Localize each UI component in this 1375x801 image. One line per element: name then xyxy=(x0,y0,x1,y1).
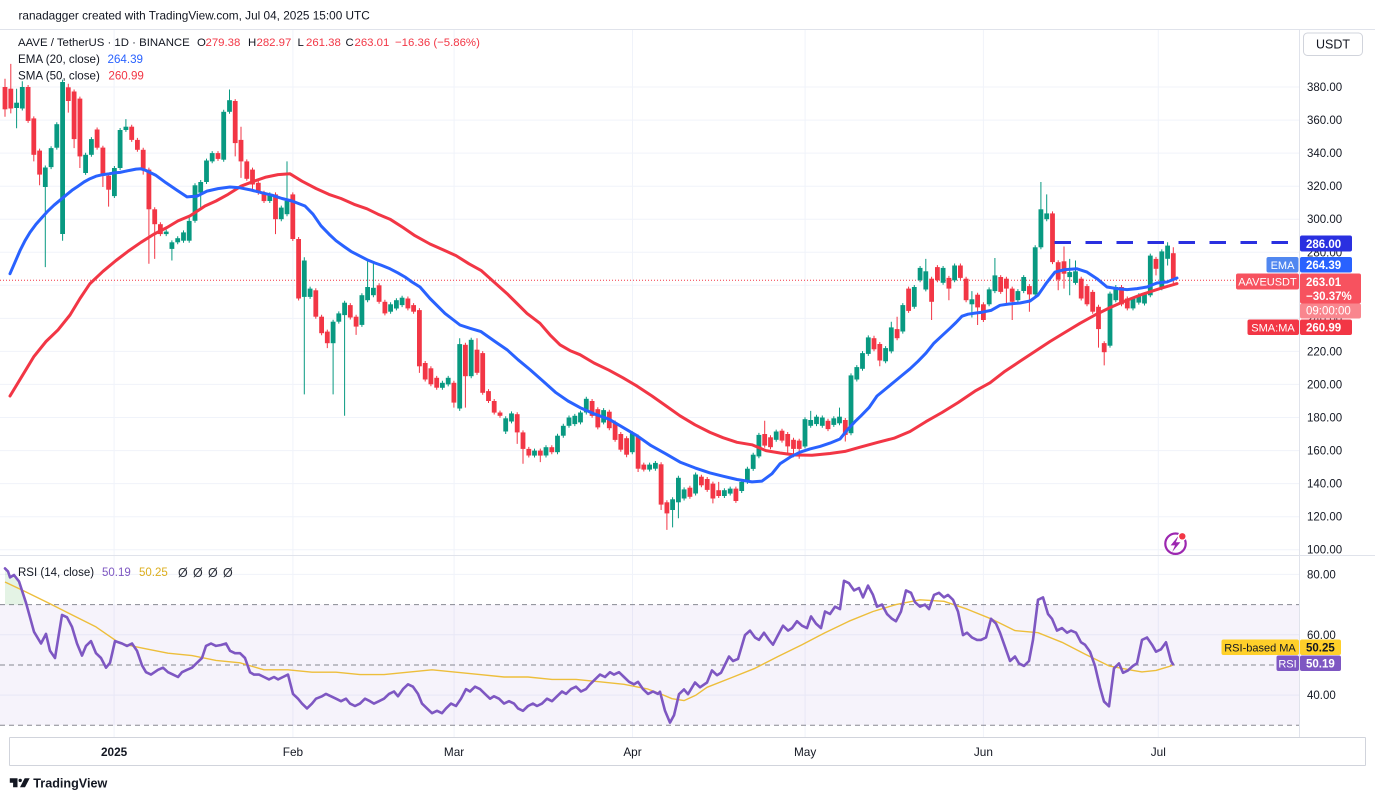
svg-text:263.01: 263.01 xyxy=(355,37,390,49)
svg-text:263.01: 263.01 xyxy=(1306,277,1342,289)
svg-text:100.00: 100.00 xyxy=(1307,545,1342,557)
svg-text:260.99: 260.99 xyxy=(108,70,143,83)
svg-text:Ø: Ø xyxy=(193,566,203,580)
svg-text:380.00: 380.00 xyxy=(1307,82,1342,94)
svg-text:TradingView: TradingView xyxy=(33,777,107,791)
svg-text:Jun: Jun xyxy=(974,745,993,759)
svg-text:340.00: 340.00 xyxy=(1307,148,1342,160)
svg-text:L: L xyxy=(298,37,304,49)
svg-text:120.00: 120.00 xyxy=(1307,512,1342,524)
svg-text:360.00: 360.00 xyxy=(1307,115,1342,127)
svg-text:EMA (20, close): EMA (20, close) xyxy=(18,53,100,66)
svg-text:200.00: 200.00 xyxy=(1307,379,1342,391)
svg-text:RSI: RSI xyxy=(1278,659,1296,671)
svg-text:O: O xyxy=(197,37,206,49)
svg-text:H: H xyxy=(248,37,256,49)
svg-text:RSI-based MA: RSI-based MA xyxy=(1224,643,1296,655)
svg-text:60.00: 60.00 xyxy=(1307,630,1336,642)
svg-text:320.00: 320.00 xyxy=(1307,181,1342,193)
svg-text:SMA (50, close): SMA (50, close) xyxy=(18,70,100,83)
svg-text:USDT: USDT xyxy=(1316,38,1350,52)
svg-text:50.19: 50.19 xyxy=(1306,659,1335,671)
svg-text:140.00: 140.00 xyxy=(1307,479,1342,491)
svg-text:09:00:00: 09:00:00 xyxy=(1306,306,1351,318)
svg-text:Ø: Ø xyxy=(208,566,218,580)
svg-text:50.19: 50.19 xyxy=(102,567,131,579)
svg-text:Jul: Jul xyxy=(1151,745,1166,759)
svg-text:264.39: 264.39 xyxy=(108,53,143,66)
svg-text:EMA: EMA xyxy=(1271,260,1296,272)
svg-text:Feb: Feb xyxy=(283,745,304,759)
svg-text:C: C xyxy=(346,37,354,49)
svg-text:−16.36 (−5.86%): −16.36 (−5.86%) xyxy=(395,37,480,49)
svg-text:40.00: 40.00 xyxy=(1307,690,1336,702)
svg-text:Ø: Ø xyxy=(178,566,188,580)
svg-text:261.38: 261.38 xyxy=(306,37,341,49)
svg-text:Apr: Apr xyxy=(623,745,641,759)
svg-text:−30.37%: −30.37% xyxy=(1306,291,1352,303)
svg-text:Mar: Mar xyxy=(444,745,464,759)
svg-text:80.00: 80.00 xyxy=(1307,569,1336,581)
svg-text:RSI (14, close): RSI (14, close) xyxy=(18,567,94,579)
svg-text:282.97: 282.97 xyxy=(257,37,292,49)
svg-text:50.25: 50.25 xyxy=(1306,643,1335,655)
svg-text:2025: 2025 xyxy=(101,745,128,759)
svg-text:220.00: 220.00 xyxy=(1307,346,1342,358)
svg-text:ranadagger created with Tradin: ranadagger created with TradingView.com,… xyxy=(19,9,371,23)
svg-text:AAVE / TetherUS · 1D · BINANCE: AAVE / TetherUS · 1D · BINANCE xyxy=(18,37,190,49)
svg-text:160.00: 160.00 xyxy=(1307,446,1342,458)
svg-text:264.39: 264.39 xyxy=(1306,260,1341,272)
svg-text:Ø: Ø xyxy=(223,566,233,580)
svg-text:300.00: 300.00 xyxy=(1307,214,1342,226)
svg-text:286.00: 286.00 xyxy=(1306,239,1341,251)
svg-text:SMA:MA: SMA:MA xyxy=(1251,323,1295,335)
svg-text:260.99: 260.99 xyxy=(1306,323,1341,335)
svg-text:50.25: 50.25 xyxy=(139,567,168,579)
svg-text:AAVEUSDT: AAVEUSDT xyxy=(1238,277,1297,289)
svg-text:180.00: 180.00 xyxy=(1307,413,1342,425)
svg-text:279.38: 279.38 xyxy=(206,37,241,49)
svg-text:May: May xyxy=(794,745,816,759)
